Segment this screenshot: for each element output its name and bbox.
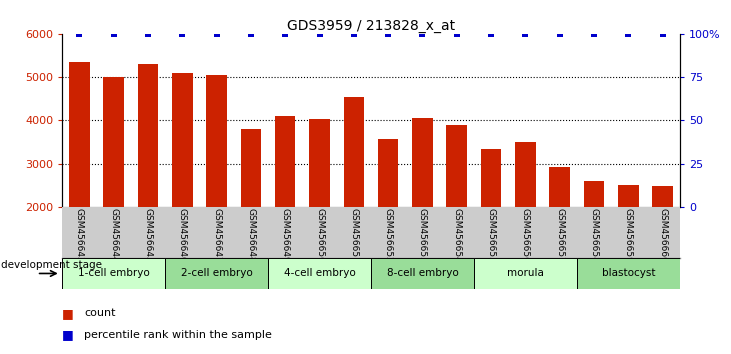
Text: 1-cell embryo: 1-cell embryo xyxy=(77,268,149,279)
Bar xyxy=(309,119,330,294)
Text: GSM456655: GSM456655 xyxy=(487,208,496,263)
Text: GSM456643: GSM456643 xyxy=(75,208,84,263)
Text: GSM456654: GSM456654 xyxy=(452,208,461,263)
Text: ■: ■ xyxy=(62,328,74,341)
Bar xyxy=(206,75,227,294)
Bar xyxy=(515,142,536,294)
Bar xyxy=(652,186,673,294)
Text: GSM456651: GSM456651 xyxy=(349,208,358,263)
Bar xyxy=(618,185,639,294)
Text: GSM456660: GSM456660 xyxy=(658,208,667,263)
Text: percentile rank within the sample: percentile rank within the sample xyxy=(84,330,272,339)
Bar xyxy=(577,258,680,289)
Text: count: count xyxy=(84,308,115,318)
Text: ■: ■ xyxy=(62,307,74,320)
Bar xyxy=(137,64,158,294)
Bar xyxy=(344,97,364,294)
Bar xyxy=(378,138,398,294)
Text: GSM456645: GSM456645 xyxy=(143,208,153,263)
Text: GSM456650: GSM456650 xyxy=(315,208,324,263)
Bar xyxy=(371,258,474,289)
Bar xyxy=(268,258,371,289)
Text: blastocyst: blastocyst xyxy=(602,268,655,279)
Bar xyxy=(62,258,165,289)
Text: GSM456647: GSM456647 xyxy=(212,208,221,263)
Text: GSM456646: GSM456646 xyxy=(178,208,186,263)
Text: GSM456652: GSM456652 xyxy=(384,208,393,263)
Text: morula: morula xyxy=(507,268,544,279)
Bar xyxy=(447,125,467,294)
Bar xyxy=(240,129,261,294)
Text: GSM456649: GSM456649 xyxy=(281,208,289,263)
Text: GSM456657: GSM456657 xyxy=(556,208,564,263)
Bar xyxy=(474,258,577,289)
Bar xyxy=(69,62,90,294)
Text: 2-cell embryo: 2-cell embryo xyxy=(181,268,252,279)
Bar xyxy=(412,118,433,294)
Text: GSM456659: GSM456659 xyxy=(624,208,633,263)
Bar xyxy=(172,73,192,294)
Text: GSM456648: GSM456648 xyxy=(246,208,255,263)
Text: development stage: development stage xyxy=(1,259,102,270)
Text: GSM456658: GSM456658 xyxy=(589,208,599,263)
Text: 8-cell embryo: 8-cell embryo xyxy=(387,268,458,279)
Bar xyxy=(103,77,124,294)
Text: GSM456656: GSM456656 xyxy=(521,208,530,263)
Bar xyxy=(550,167,570,294)
Title: GDS3959 / 213828_x_at: GDS3959 / 213828_x_at xyxy=(287,19,455,33)
Text: 4-cell embryo: 4-cell embryo xyxy=(284,268,355,279)
Bar xyxy=(584,181,605,294)
Bar xyxy=(165,258,268,289)
Text: GSM456644: GSM456644 xyxy=(109,208,118,263)
Text: GSM456653: GSM456653 xyxy=(418,208,427,263)
Bar xyxy=(481,149,501,294)
Bar xyxy=(275,116,295,294)
